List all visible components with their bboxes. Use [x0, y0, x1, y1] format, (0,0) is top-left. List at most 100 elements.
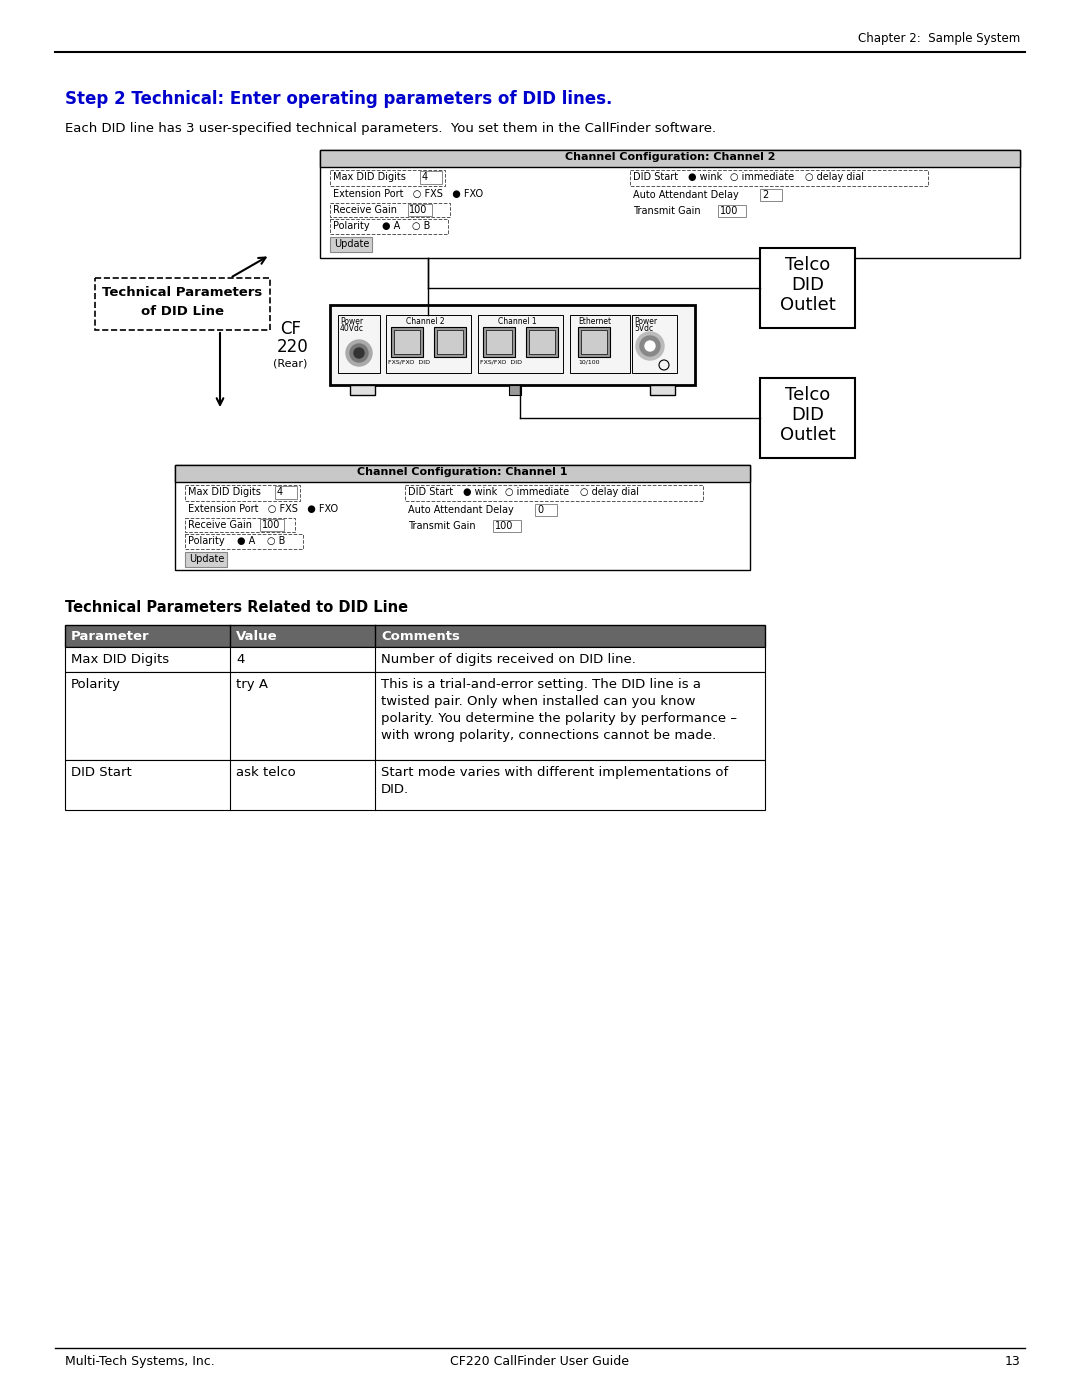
- Text: of DID Line: of DID Line: [141, 305, 224, 319]
- Text: Outlet: Outlet: [780, 426, 835, 444]
- Text: DID Start: DID Start: [408, 488, 454, 497]
- Circle shape: [346, 339, 372, 366]
- Text: CF: CF: [280, 320, 301, 338]
- Text: 13: 13: [1004, 1355, 1020, 1368]
- Text: Auto Attendant Delay: Auto Attendant Delay: [408, 504, 514, 515]
- Bar: [185, 552, 227, 567]
- Bar: [175, 465, 750, 482]
- Bar: [535, 504, 557, 515]
- Text: Step 2 Technical: Enter operating parameters of DID lines.: Step 2 Technical: Enter operating parame…: [65, 89, 612, 108]
- Text: ask telco: ask telco: [237, 766, 296, 780]
- Text: 100: 100: [262, 520, 281, 529]
- Bar: [65, 672, 765, 760]
- Bar: [492, 520, 521, 532]
- Bar: [330, 203, 450, 217]
- Text: 4: 4: [276, 488, 283, 497]
- Text: DID.: DID.: [381, 782, 409, 796]
- Bar: [185, 485, 300, 502]
- Text: 100: 100: [495, 521, 513, 531]
- Bar: [338, 314, 380, 373]
- Bar: [434, 327, 465, 358]
- Bar: [650, 386, 675, 395]
- Bar: [632, 314, 677, 373]
- Text: Update: Update: [334, 239, 369, 249]
- Circle shape: [640, 337, 660, 356]
- Text: Receive Gain: Receive Gain: [188, 520, 252, 529]
- Text: 5Vdc: 5Vdc: [634, 324, 653, 332]
- Text: Value: Value: [237, 630, 278, 643]
- Bar: [486, 330, 512, 353]
- Text: Chapter 2:  Sample System: Chapter 2: Sample System: [858, 32, 1020, 45]
- Bar: [275, 486, 297, 499]
- Text: 10/100: 10/100: [578, 360, 599, 365]
- Bar: [760, 249, 855, 328]
- Text: Number of digits received on DID line.: Number of digits received on DID line.: [381, 652, 636, 666]
- Text: with wrong polarity, connections cannot be made.: with wrong polarity, connections cannot …: [381, 729, 716, 742]
- Bar: [65, 760, 765, 810]
- Bar: [405, 485, 703, 502]
- Bar: [175, 465, 750, 570]
- Text: Max DID Digits: Max DID Digits: [188, 488, 261, 497]
- Text: FXS/FXO  DID: FXS/FXO DID: [388, 360, 430, 365]
- Bar: [437, 330, 463, 353]
- Text: ○ immediate: ○ immediate: [730, 172, 794, 182]
- Text: 0: 0: [537, 504, 543, 515]
- Text: polarity. You determine the polarity by performance –: polarity. You determine the polarity by …: [381, 712, 737, 725]
- Bar: [330, 219, 448, 235]
- Text: ● A: ● A: [382, 221, 401, 231]
- Text: Transmit Gain: Transmit Gain: [408, 521, 475, 531]
- Text: ○ delay dial: ○ delay dial: [580, 488, 639, 497]
- Text: 100: 100: [720, 205, 739, 217]
- Text: Power: Power: [340, 317, 363, 326]
- Text: FXS/FXO  DID: FXS/FXO DID: [480, 360, 522, 365]
- Text: 220: 220: [276, 338, 309, 356]
- Text: Technical Parameters: Technical Parameters: [103, 286, 262, 299]
- Bar: [478, 314, 563, 373]
- Bar: [330, 305, 696, 386]
- Text: DID Start: DID Start: [633, 172, 678, 182]
- Bar: [509, 386, 521, 395]
- Bar: [529, 330, 555, 353]
- Circle shape: [645, 341, 654, 351]
- Text: (Rear): (Rear): [273, 358, 308, 367]
- Text: Each DID line has 3 user-specified technical parameters.  You set them in the Ca: Each DID line has 3 user-specified techn…: [65, 122, 716, 136]
- Text: ● wink: ● wink: [688, 172, 723, 182]
- Bar: [526, 327, 558, 358]
- Bar: [65, 624, 765, 647]
- Bar: [330, 170, 445, 186]
- Bar: [320, 149, 1020, 258]
- Bar: [483, 327, 515, 358]
- Text: Outlet: Outlet: [780, 296, 835, 314]
- Text: Power: Power: [634, 317, 657, 326]
- Text: 40Vdc: 40Vdc: [340, 324, 364, 332]
- Bar: [65, 647, 765, 672]
- Bar: [578, 327, 610, 358]
- Bar: [420, 170, 442, 184]
- Text: ● A: ● A: [237, 536, 255, 546]
- Text: Auto Attendant Delay: Auto Attendant Delay: [633, 190, 739, 200]
- Text: Channel 2: Channel 2: [406, 317, 445, 326]
- Text: Max DID Digits: Max DID Digits: [333, 172, 406, 182]
- Text: Extension Port   ○ FXS   ● FXO: Extension Port ○ FXS ● FXO: [188, 504, 338, 514]
- Bar: [760, 379, 855, 458]
- Bar: [394, 330, 420, 353]
- Text: Update: Update: [189, 555, 225, 564]
- Bar: [408, 204, 432, 217]
- Text: Polarity: Polarity: [71, 678, 121, 692]
- Text: Polarity: Polarity: [188, 536, 225, 546]
- Bar: [320, 149, 1020, 168]
- Bar: [760, 189, 782, 201]
- Text: Channel 1: Channel 1: [498, 317, 537, 326]
- Text: This is a trial-and-error setting. The DID line is a: This is a trial-and-error setting. The D…: [381, 678, 701, 692]
- Bar: [95, 278, 270, 330]
- Text: CF220 CallFinder User Guide: CF220 CallFinder User Guide: [450, 1355, 630, 1368]
- Bar: [630, 170, 928, 186]
- Bar: [185, 518, 295, 532]
- Text: 4: 4: [237, 652, 244, 666]
- Text: Comments: Comments: [381, 630, 460, 643]
- Text: Telco: Telco: [785, 256, 831, 274]
- Text: Extension Port   ○ FXS   ● FXO: Extension Port ○ FXS ● FXO: [333, 189, 483, 198]
- Text: Max DID Digits: Max DID Digits: [71, 652, 170, 666]
- Bar: [386, 314, 471, 373]
- Text: Telco: Telco: [785, 386, 831, 404]
